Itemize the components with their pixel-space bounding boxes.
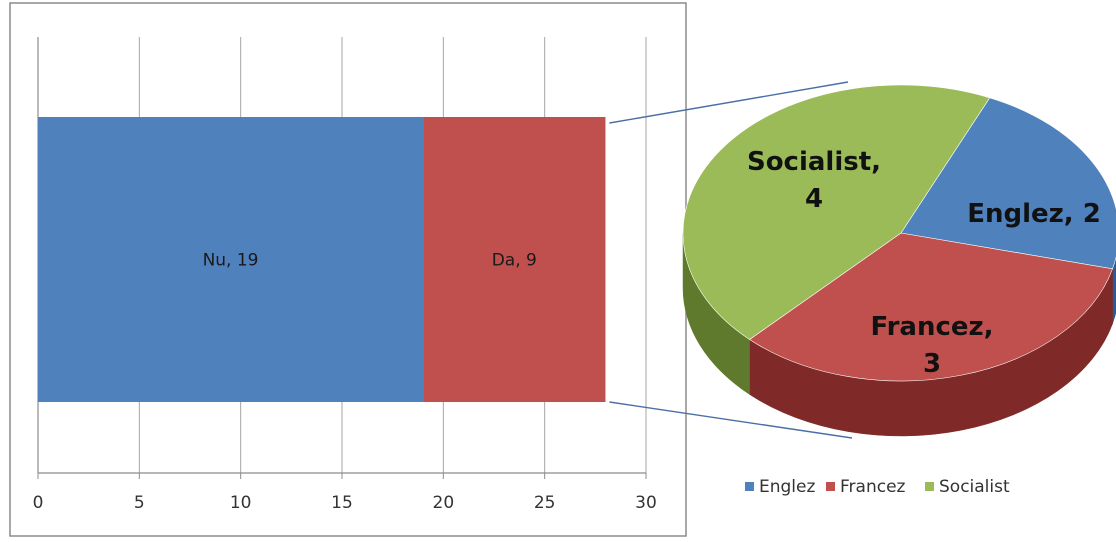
legend-swatch-englez xyxy=(745,482,754,491)
bar-data-label: Nu, 19 xyxy=(203,251,259,271)
bar-segment-da xyxy=(423,117,606,402)
bar-segment-nu xyxy=(38,117,424,402)
bar-chart: 0 5 10 15 20 25 30 Nu, 19 Da, 9 xyxy=(9,2,687,537)
legend-swatch-francez xyxy=(826,482,835,491)
connector-lines xyxy=(609,81,853,439)
pie-chart: Englez, 2 Francez, 3 Socialist, 4 xyxy=(682,84,1116,437)
x-tick-label: 20 xyxy=(433,493,455,513)
x-tick-label: 10 xyxy=(230,493,252,513)
x-tick-label: 30 xyxy=(635,493,657,513)
x-tick-label: 0 xyxy=(33,493,44,513)
legend-label-englez: Englez xyxy=(759,477,815,497)
pie-data-label-socialist: 4 xyxy=(805,184,823,214)
pie-slice-socialist xyxy=(682,84,991,340)
x-tick-label: 15 xyxy=(331,493,353,513)
legend-label-socialist: Socialist xyxy=(939,477,1010,497)
connector-line-top xyxy=(609,81,849,124)
pie-slice-francez xyxy=(749,232,1113,382)
pie-slice-englez xyxy=(900,97,1116,270)
pie-data-label-francez: 3 xyxy=(923,349,941,379)
connector-line-bottom xyxy=(609,401,853,439)
pie-data-label-englez: Englez, 2 xyxy=(967,199,1101,229)
x-tick-label: 5 xyxy=(134,493,145,513)
legend-label-francez: Francez xyxy=(840,477,906,497)
pie-data-label-socialist: Socialist, xyxy=(747,147,881,177)
bar-data-label: Da, 9 xyxy=(492,251,537,271)
pie-legend: Englez Francez Socialist xyxy=(745,477,1010,497)
legend-swatch-socialist xyxy=(925,482,934,491)
pie-data-label-francez: Francez, xyxy=(870,312,993,342)
x-tick-label: 25 xyxy=(534,493,556,513)
